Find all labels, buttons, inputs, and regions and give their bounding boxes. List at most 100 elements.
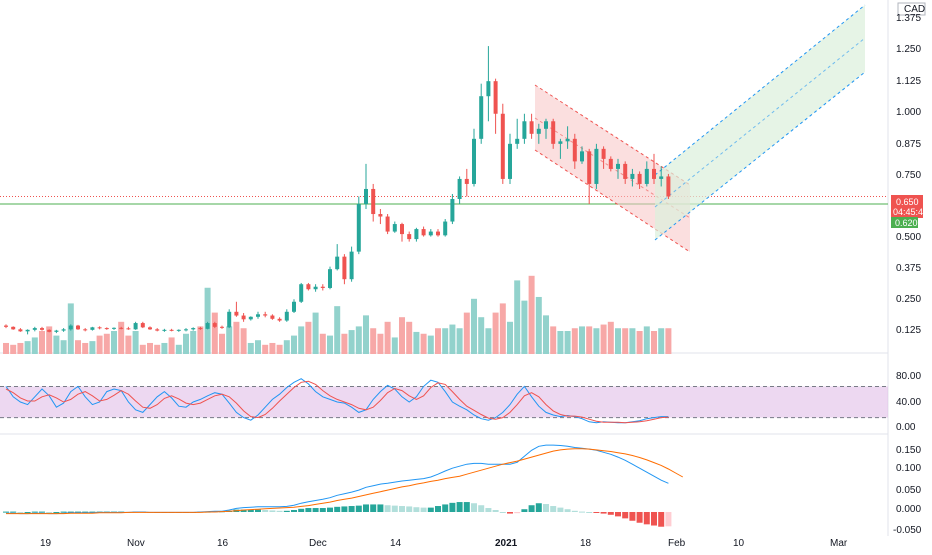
volume-bar — [507, 321, 513, 354]
candle-body — [407, 234, 412, 240]
macd-histogram-bar — [658, 512, 665, 527]
volume-bar — [262, 344, 269, 354]
macd-histogram-bar — [355, 505, 362, 512]
volume-bar — [312, 312, 319, 354]
macd-histogram-bar — [485, 508, 492, 512]
candle-body — [32, 328, 37, 330]
macd-histogram-bar — [406, 506, 413, 512]
volume-bar — [283, 340, 290, 354]
macd-histogram-bar — [46, 512, 53, 513]
macd-histogram-bar — [514, 512, 521, 514]
macd-histogram-bar — [240, 509, 247, 512]
candle-body — [342, 256, 347, 280]
volume-bar — [219, 333, 225, 354]
candle-body — [205, 323, 210, 329]
stoch-band — [0, 386, 888, 418]
macd-histogram-bar — [586, 512, 593, 513]
candle-body — [659, 176, 664, 179]
candle-body — [97, 327, 102, 329]
candle-body — [25, 329, 30, 332]
macd-histogram-bar — [269, 510, 276, 512]
volume-bar — [211, 312, 218, 354]
volume-bar — [377, 333, 384, 354]
volume-bar — [406, 321, 413, 354]
volume-bar — [471, 298, 477, 354]
candle-body — [162, 329, 167, 331]
volume-bar — [190, 331, 197, 354]
candle-body — [277, 318, 282, 321]
volume-bar — [10, 344, 17, 354]
volume-bar — [579, 326, 585, 354]
candle-body — [83, 329, 88, 331]
candle-body — [623, 163, 628, 179]
candle-body — [587, 151, 592, 184]
candle-body — [572, 138, 577, 162]
volume-bar — [478, 317, 485, 354]
stoch-axis: 80.00 40.00 0.00 — [896, 371, 921, 433]
volume-bar — [233, 321, 240, 354]
volume-bar — [31, 337, 38, 354]
candle-body — [169, 329, 174, 331]
macd-tick: 0.050 — [896, 485, 921, 496]
macd-histogram-bar — [471, 503, 477, 512]
volume-bar — [269, 342, 276, 354]
macd-histogram-bar — [550, 506, 557, 512]
candle-body — [436, 231, 440, 236]
volume-bar — [615, 328, 621, 354]
volume-bar — [24, 341, 31, 354]
candle-body — [112, 327, 116, 329]
candle-body — [256, 314, 260, 317]
line-price-tag — [891, 217, 918, 228]
candle-body — [356, 204, 361, 252]
candle-body — [493, 81, 498, 114]
macd-histogram-bar — [283, 510, 290, 512]
volume-bar — [420, 333, 427, 354]
candle-body — [140, 323, 145, 328]
candle-body — [76, 325, 80, 330]
price-axis[interactable]: CAD 1.375 1.250 1.125 1.000 0.875 0.750 … — [891, 2, 928, 336]
stoch-d-line — [5, 380, 669, 424]
candle-body — [457, 178, 462, 199]
macd-histogram-bar — [521, 509, 528, 512]
macd-histogram-bar — [384, 505, 391, 512]
macd-histogram-bar — [348, 506, 355, 512]
volume-bar — [586, 326, 593, 354]
candle-body — [104, 328, 109, 330]
volume-bar — [161, 342, 168, 354]
macd-tick: -0.050 — [893, 525, 922, 536]
macd-histogram-bar — [593, 512, 600, 513]
time-label: Feb — [668, 538, 686, 549]
macd-histogram-bar — [427, 507, 434, 512]
volume-bar — [636, 331, 643, 354]
macd-histogram-bar — [442, 504, 449, 512]
candle-body — [133, 323, 138, 330]
volume-bar — [247, 342, 254, 354]
macd-histogram-bar — [607, 512, 614, 515]
volume-bar — [499, 303, 506, 354]
volume-bar — [363, 315, 369, 354]
time-label: Mar — [830, 538, 848, 549]
candle-body — [392, 224, 397, 232]
volume-bar — [132, 331, 139, 354]
volume-bar — [435, 328, 441, 354]
macd-histogram-bar — [370, 504, 377, 512]
volume-bar — [197, 326, 204, 354]
candle-body — [536, 128, 541, 134]
time-axis[interactable]: 19 Nov 16 Dec 14 2021 18 Feb 10 Mar — [40, 538, 848, 549]
price-tick: 1.000 — [896, 107, 921, 118]
candle-body — [508, 143, 512, 179]
candle-body — [292, 301, 296, 312]
candle-body — [400, 224, 404, 235]
volume-bar — [622, 328, 629, 354]
candle-body — [220, 326, 224, 328]
candle-body — [428, 231, 433, 236]
price-tick: 0.375 — [896, 263, 921, 274]
macd-histogram-bar — [39, 511, 45, 513]
volume-bar — [175, 344, 182, 354]
macd-histogram-bar — [298, 508, 305, 512]
macd-histogram-bar — [478, 505, 485, 512]
volume-bar — [550, 326, 557, 354]
volume-bar — [327, 335, 333, 354]
